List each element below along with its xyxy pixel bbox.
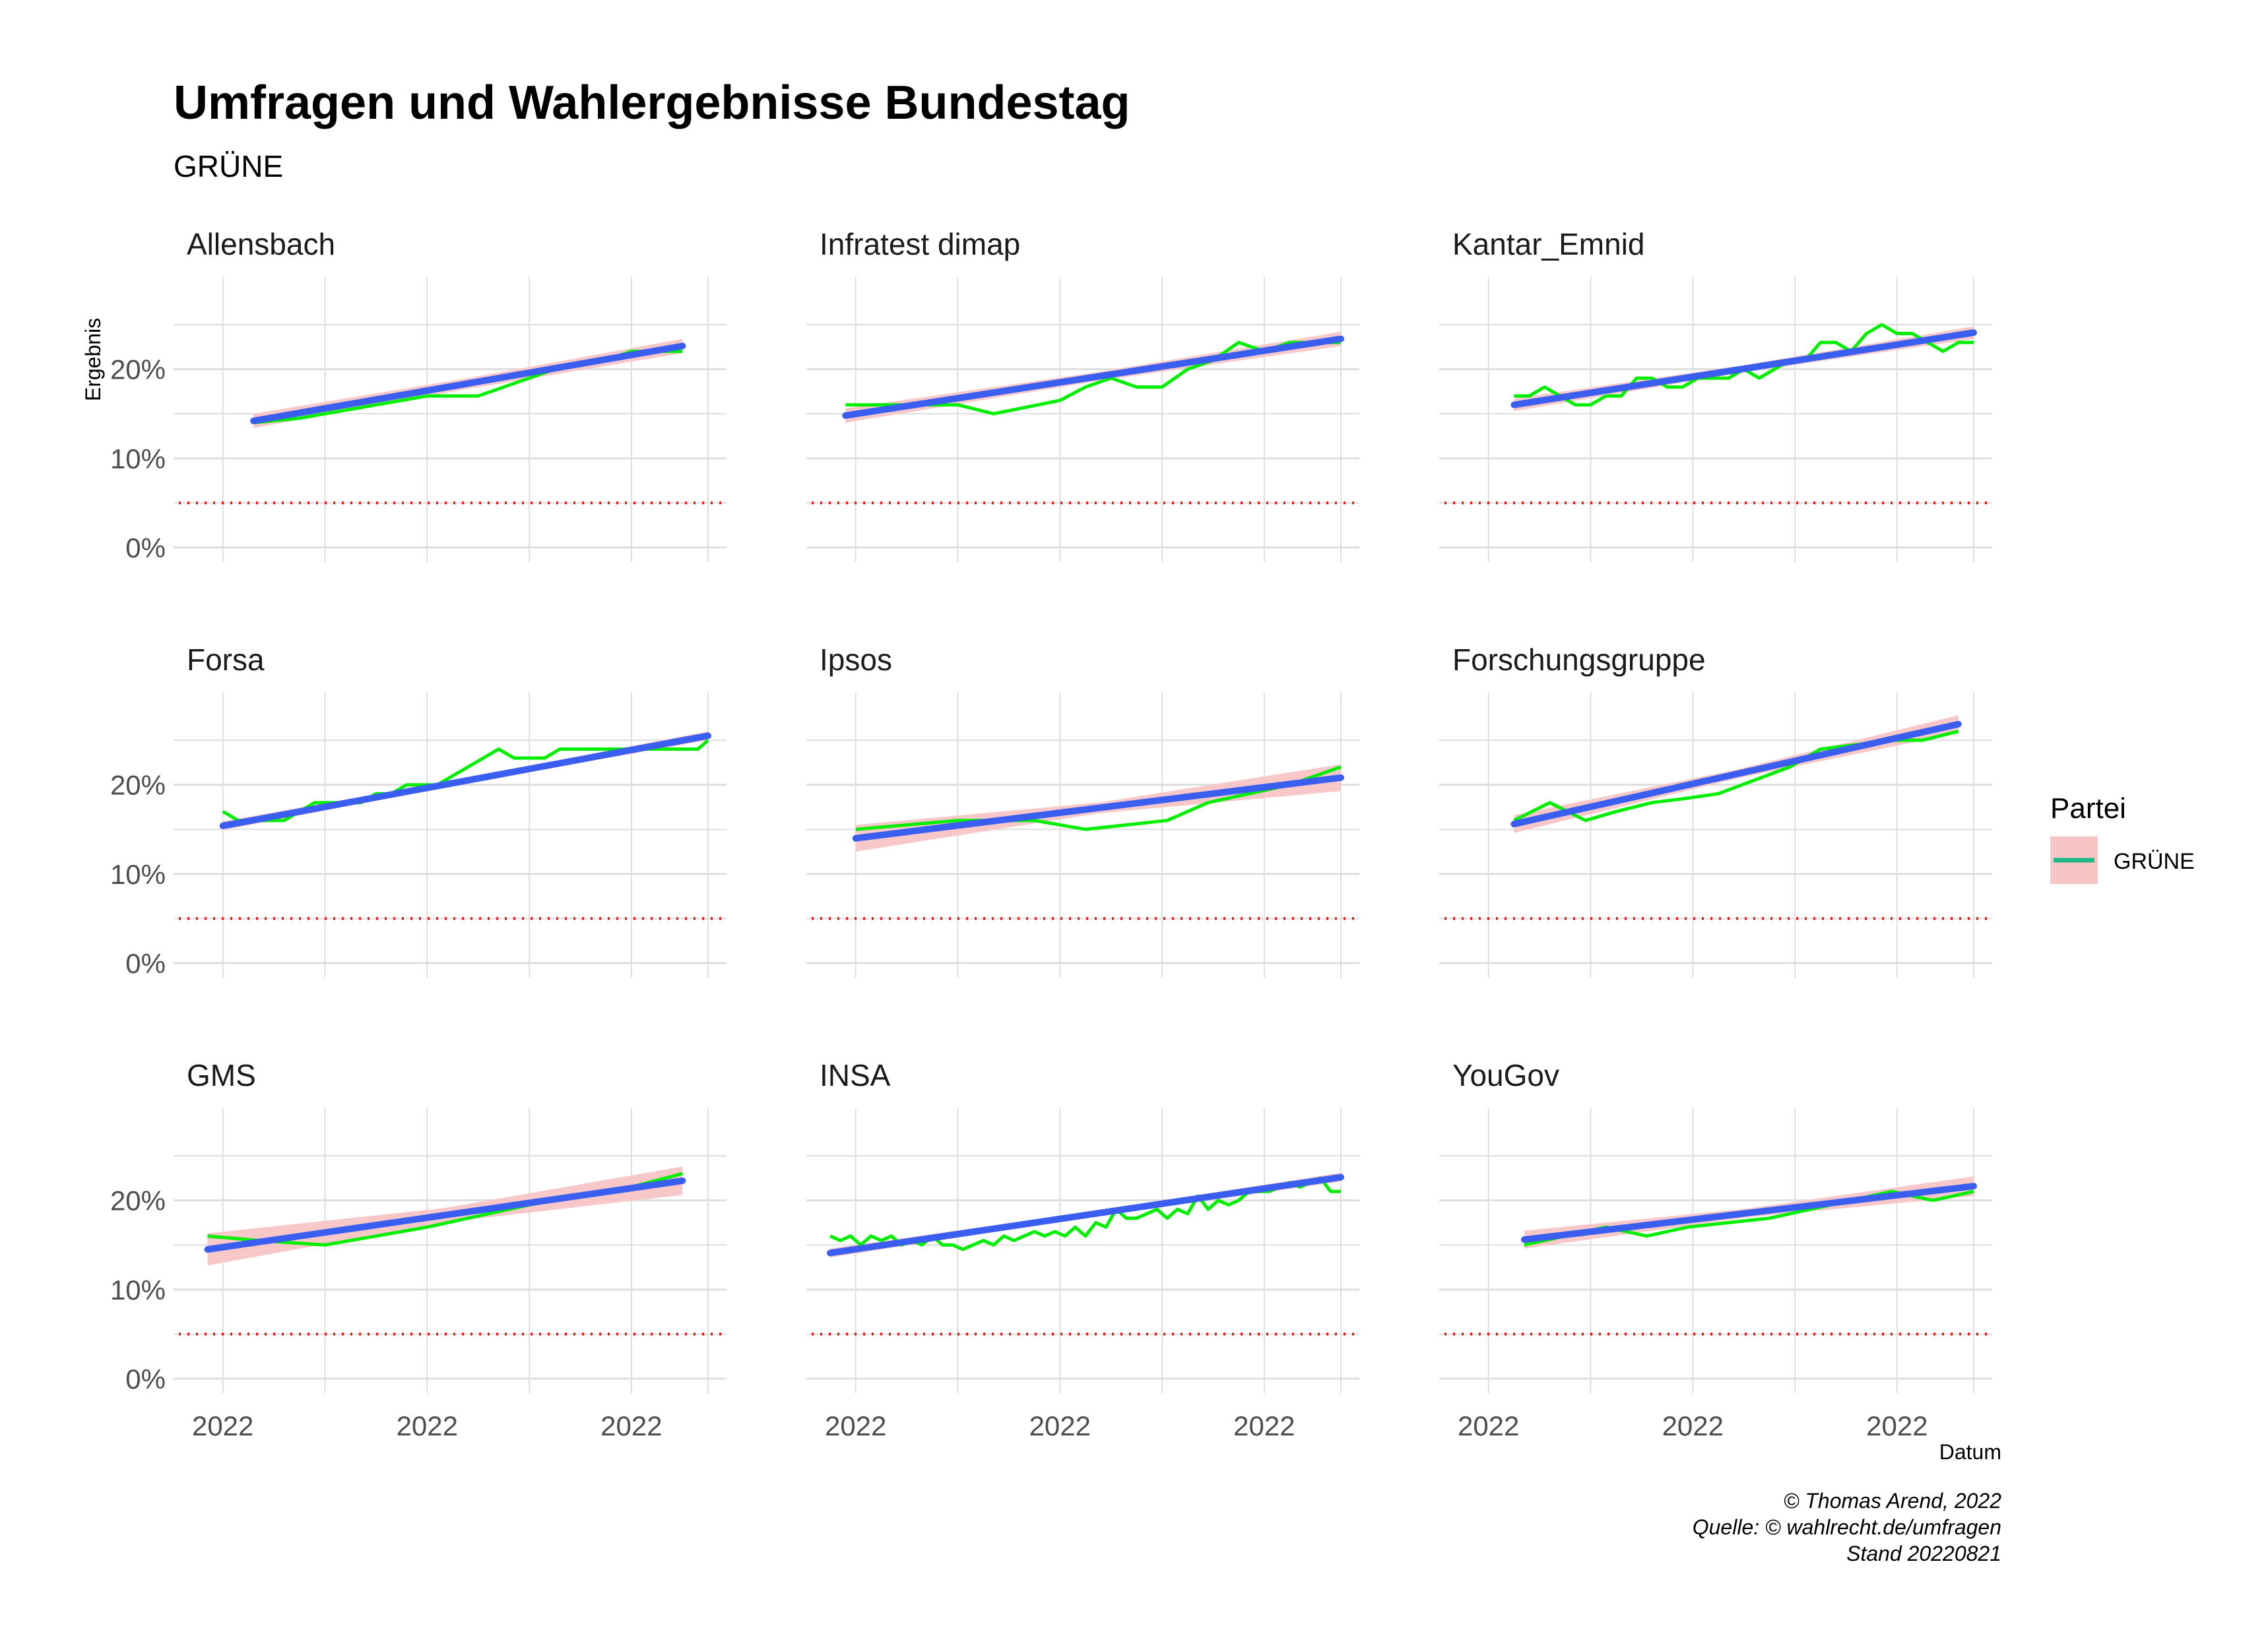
x-tick-label: 2022 [192, 1410, 253, 1441]
y-tick-label: 0% [125, 532, 166, 563]
trend-line [1520, 1183, 1977, 1243]
y-tick-label: 10% [110, 443, 166, 474]
trend-line [219, 732, 711, 829]
y-tick-label: 0% [125, 1364, 166, 1395]
legend-title: Partei [2050, 792, 2126, 825]
facet-label: YouGov [1452, 1058, 1559, 1092]
y-tick-label: 20% [110, 354, 166, 385]
chart-title: Umfragen und Wahlergebnisse Bundestag [174, 77, 1130, 129]
trend-line [1510, 329, 1977, 408]
caption-source: Quelle: © wahlrecht.de/umfragen [1693, 1515, 2001, 1539]
facet-label: INSA [820, 1058, 891, 1092]
facet-label: GMS [187, 1058, 256, 1092]
caption-date: Stand 20220821 [1846, 1542, 2001, 1565]
facet-panel: GMS 0% 10% 20% 2022 2022 2022 [110, 1058, 727, 1441]
y-axis-title: Ergebnis [81, 318, 105, 401]
x-tick-label: 2022 [1233, 1410, 1295, 1441]
x-axis-title: Datum [1939, 1440, 2001, 1464]
caption-author: © Thomas Arend, 2022 [1784, 1489, 2001, 1513]
x-tick-label: 2022 [1866, 1410, 1928, 1441]
y-tick-label: 10% [110, 1274, 166, 1306]
poll-series-line [855, 765, 1342, 831]
facet-panel: INSA 2022 2022 2022 [806, 1058, 1359, 1441]
facet-label: Ipsos [820, 643, 892, 677]
x-tick-label: 2022 [600, 1410, 662, 1441]
facet-panel: YouGov 2022 2022 2022 [1439, 1058, 1992, 1441]
legend: Partei GRÜNE [2050, 792, 2195, 884]
facet-label: Forsa [187, 643, 265, 677]
facet-panel: Forschungsgruppe [1439, 643, 1992, 978]
y-tick-label: 0% [125, 948, 166, 979]
facet-label: Allensbach [187, 227, 335, 261]
x-tick-label: 2022 [1662, 1410, 1724, 1441]
trend-line [842, 335, 1344, 419]
chart-subtitle: GRÜNE [174, 149, 283, 183]
x-tick-label: 2022 [1029, 1410, 1091, 1441]
y-tick-label: 20% [110, 1185, 166, 1216]
trend-line [1510, 720, 1962, 828]
trend-line [852, 774, 1344, 842]
legend-label: GRÜNE [2114, 849, 2195, 874]
trend-line [250, 342, 686, 425]
facet-panel: Forsa 0% 10% 20% [110, 643, 727, 979]
x-tick-label: 2022 [397, 1410, 458, 1441]
y-tick-label: 10% [110, 859, 166, 890]
facet-label: Infratest dimap [820, 227, 1020, 261]
facet-grid: Allensbach 0% 10% 20% Infratest dimap Kantar_… [110, 227, 1992, 1441]
facet-panel: Ipsos [806, 643, 1359, 978]
facet-label: Kantar_Emnid [1452, 227, 1645, 261]
x-tick-label: 2022 [1458, 1410, 1519, 1441]
facet-panel: Kantar_Emnid [1439, 227, 1992, 562]
facet-label: Forschungsgruppe [1452, 643, 1706, 677]
trend-line [827, 1174, 1344, 1257]
facet-panel: Infratest dimap [806, 227, 1359, 562]
facet-panel: Allensbach 0% 10% 20% [110, 227, 727, 563]
trend-line [204, 1177, 686, 1253]
axis-titles: Ergebnis Datum [81, 318, 2001, 1464]
y-tick-label: 20% [110, 770, 166, 801]
caption: © Thomas Arend, 2022 Quelle: © wahlrecht… [1693, 1489, 2001, 1565]
x-tick-label: 2022 [825, 1410, 886, 1441]
